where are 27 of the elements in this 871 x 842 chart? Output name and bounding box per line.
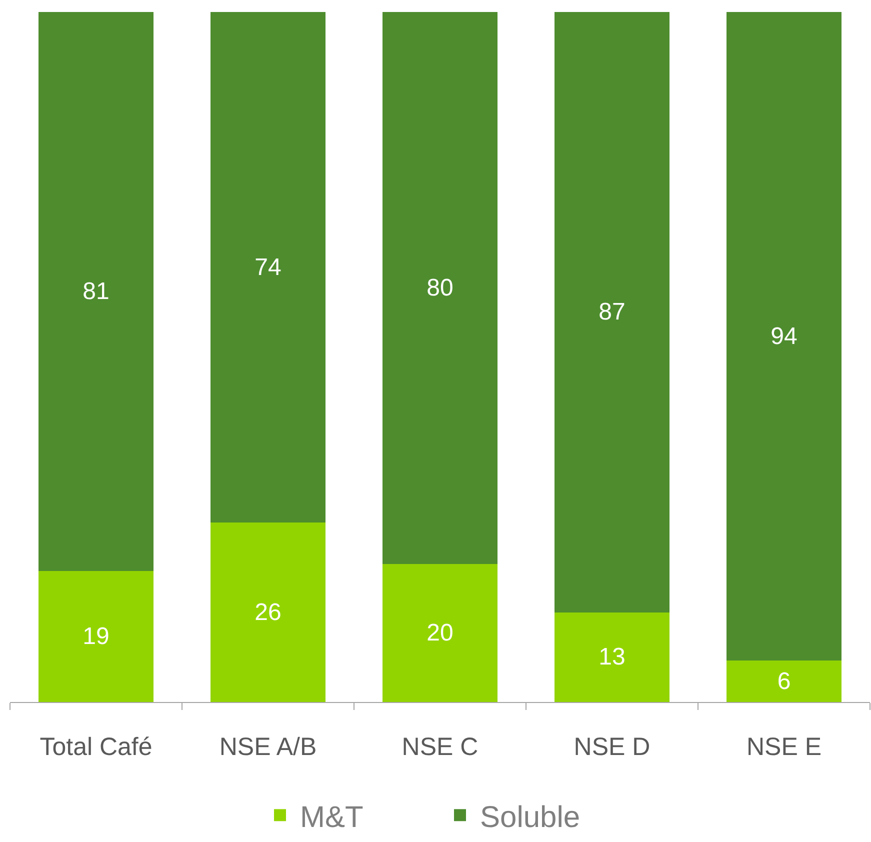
x-tick-label: NSE D <box>574 733 650 762</box>
data-label: 81 <box>82 278 110 305</box>
x-tick-label: NSE C <box>402 733 478 762</box>
data-label: 20 <box>426 620 454 646</box>
x-tick-label: Total Café <box>40 733 152 762</box>
data-label: 80 <box>426 274 454 302</box>
data-label: 6 <box>777 668 791 695</box>
bar <box>554 12 670 612</box>
bar <box>382 564 498 702</box>
data-label: 87 <box>598 298 626 326</box>
data-label: 94 <box>770 322 798 350</box>
data-label: 26 <box>254 598 282 626</box>
data-label: 19 <box>82 622 110 650</box>
legend-label: Soluble <box>480 800 580 834</box>
x-tick-label: NSE E <box>746 733 822 762</box>
data-label: 13 <box>598 644 626 671</box>
bar <box>210 522 326 702</box>
bar <box>554 612 670 702</box>
bar <box>38 12 154 571</box>
bar <box>210 12 326 523</box>
bar <box>726 12 842 661</box>
x-tick-label: NSE A/B <box>219 733 317 762</box>
data-label: 74 <box>254 254 282 281</box>
bar <box>726 660 842 702</box>
bar <box>38 570 154 702</box>
bar <box>382 12 498 564</box>
legend-label: M&T <box>300 800 364 834</box>
